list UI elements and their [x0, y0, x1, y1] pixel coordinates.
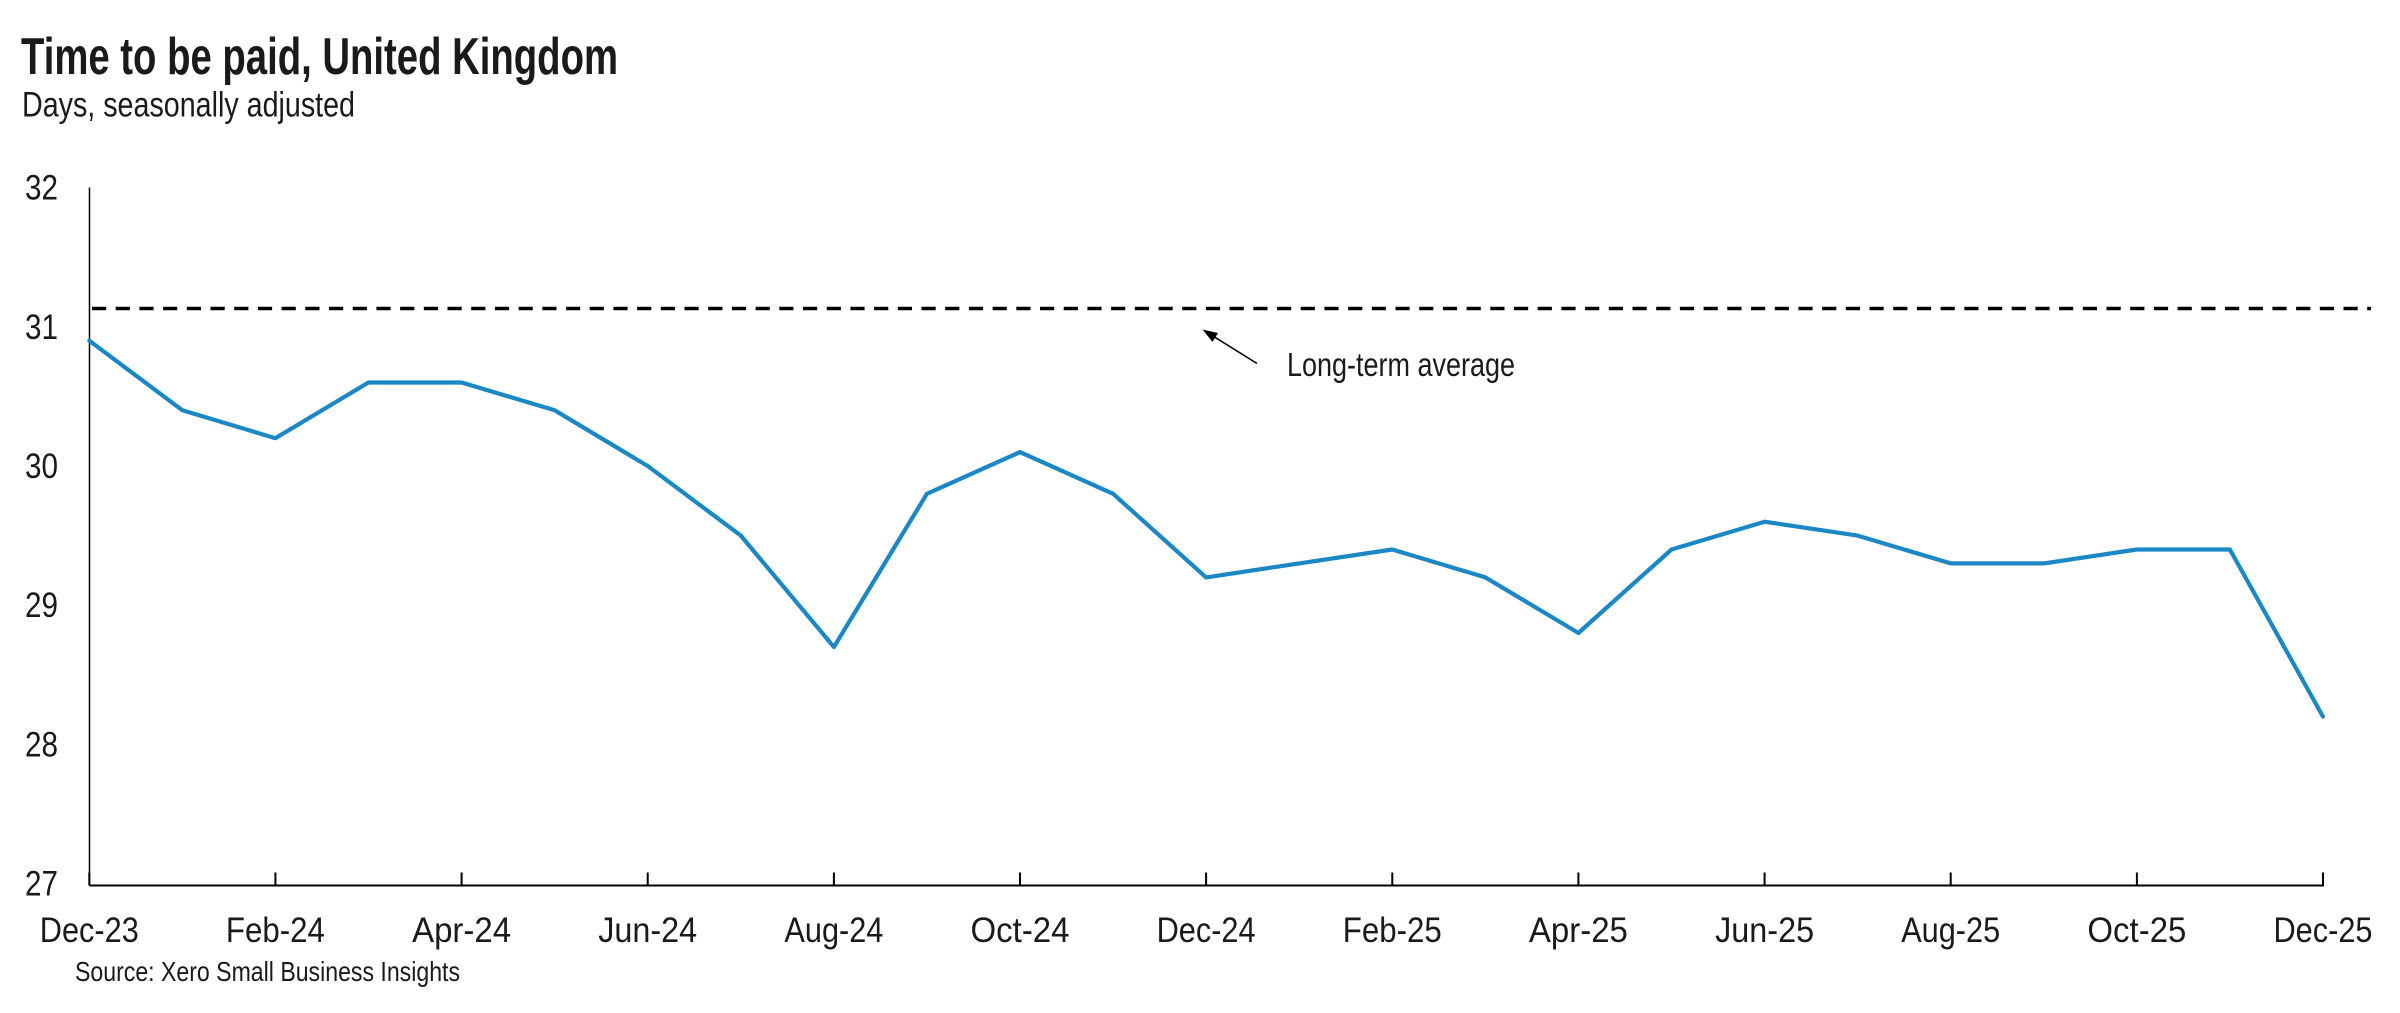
- svg-text:Feb-24: Feb-24: [226, 911, 325, 950]
- svg-text:Feb-25: Feb-25: [1343, 911, 1442, 950]
- svg-text:Source: Xero Small Business In: Source: Xero Small Business Insights: [75, 956, 460, 987]
- svg-text:31: 31: [25, 308, 58, 347]
- svg-text:Dec-25: Dec-25: [2274, 911, 2373, 950]
- svg-text:Dec-23: Dec-23: [40, 911, 139, 950]
- svg-text:Jun-25: Jun-25: [1715, 911, 1814, 950]
- svg-text:Aug-24: Aug-24: [784, 911, 883, 950]
- svg-text:32: 32: [25, 169, 58, 208]
- svg-text:Apr-25: Apr-25: [1529, 911, 1628, 950]
- svg-text:Aug-25: Aug-25: [1901, 911, 2000, 950]
- svg-text:Jun-24: Jun-24: [598, 911, 697, 950]
- svg-text:Time to be paid, United Kingdo: Time to be paid, United Kingdom: [21, 28, 618, 86]
- svg-text:30: 30: [25, 447, 58, 486]
- svg-text:Long-term average: Long-term average: [1287, 346, 1515, 383]
- svg-text:Dec-24: Dec-24: [1157, 911, 1256, 950]
- svg-text:Days, seasonally adjusted: Days, seasonally adjusted: [22, 86, 355, 125]
- svg-text:28: 28: [25, 725, 58, 764]
- svg-text:Oct-24: Oct-24: [971, 911, 1070, 950]
- svg-text:Apr-24: Apr-24: [412, 911, 511, 950]
- svg-text:29: 29: [25, 586, 58, 625]
- svg-text:27: 27: [25, 865, 58, 904]
- svg-text:Oct-25: Oct-25: [2087, 911, 2186, 950]
